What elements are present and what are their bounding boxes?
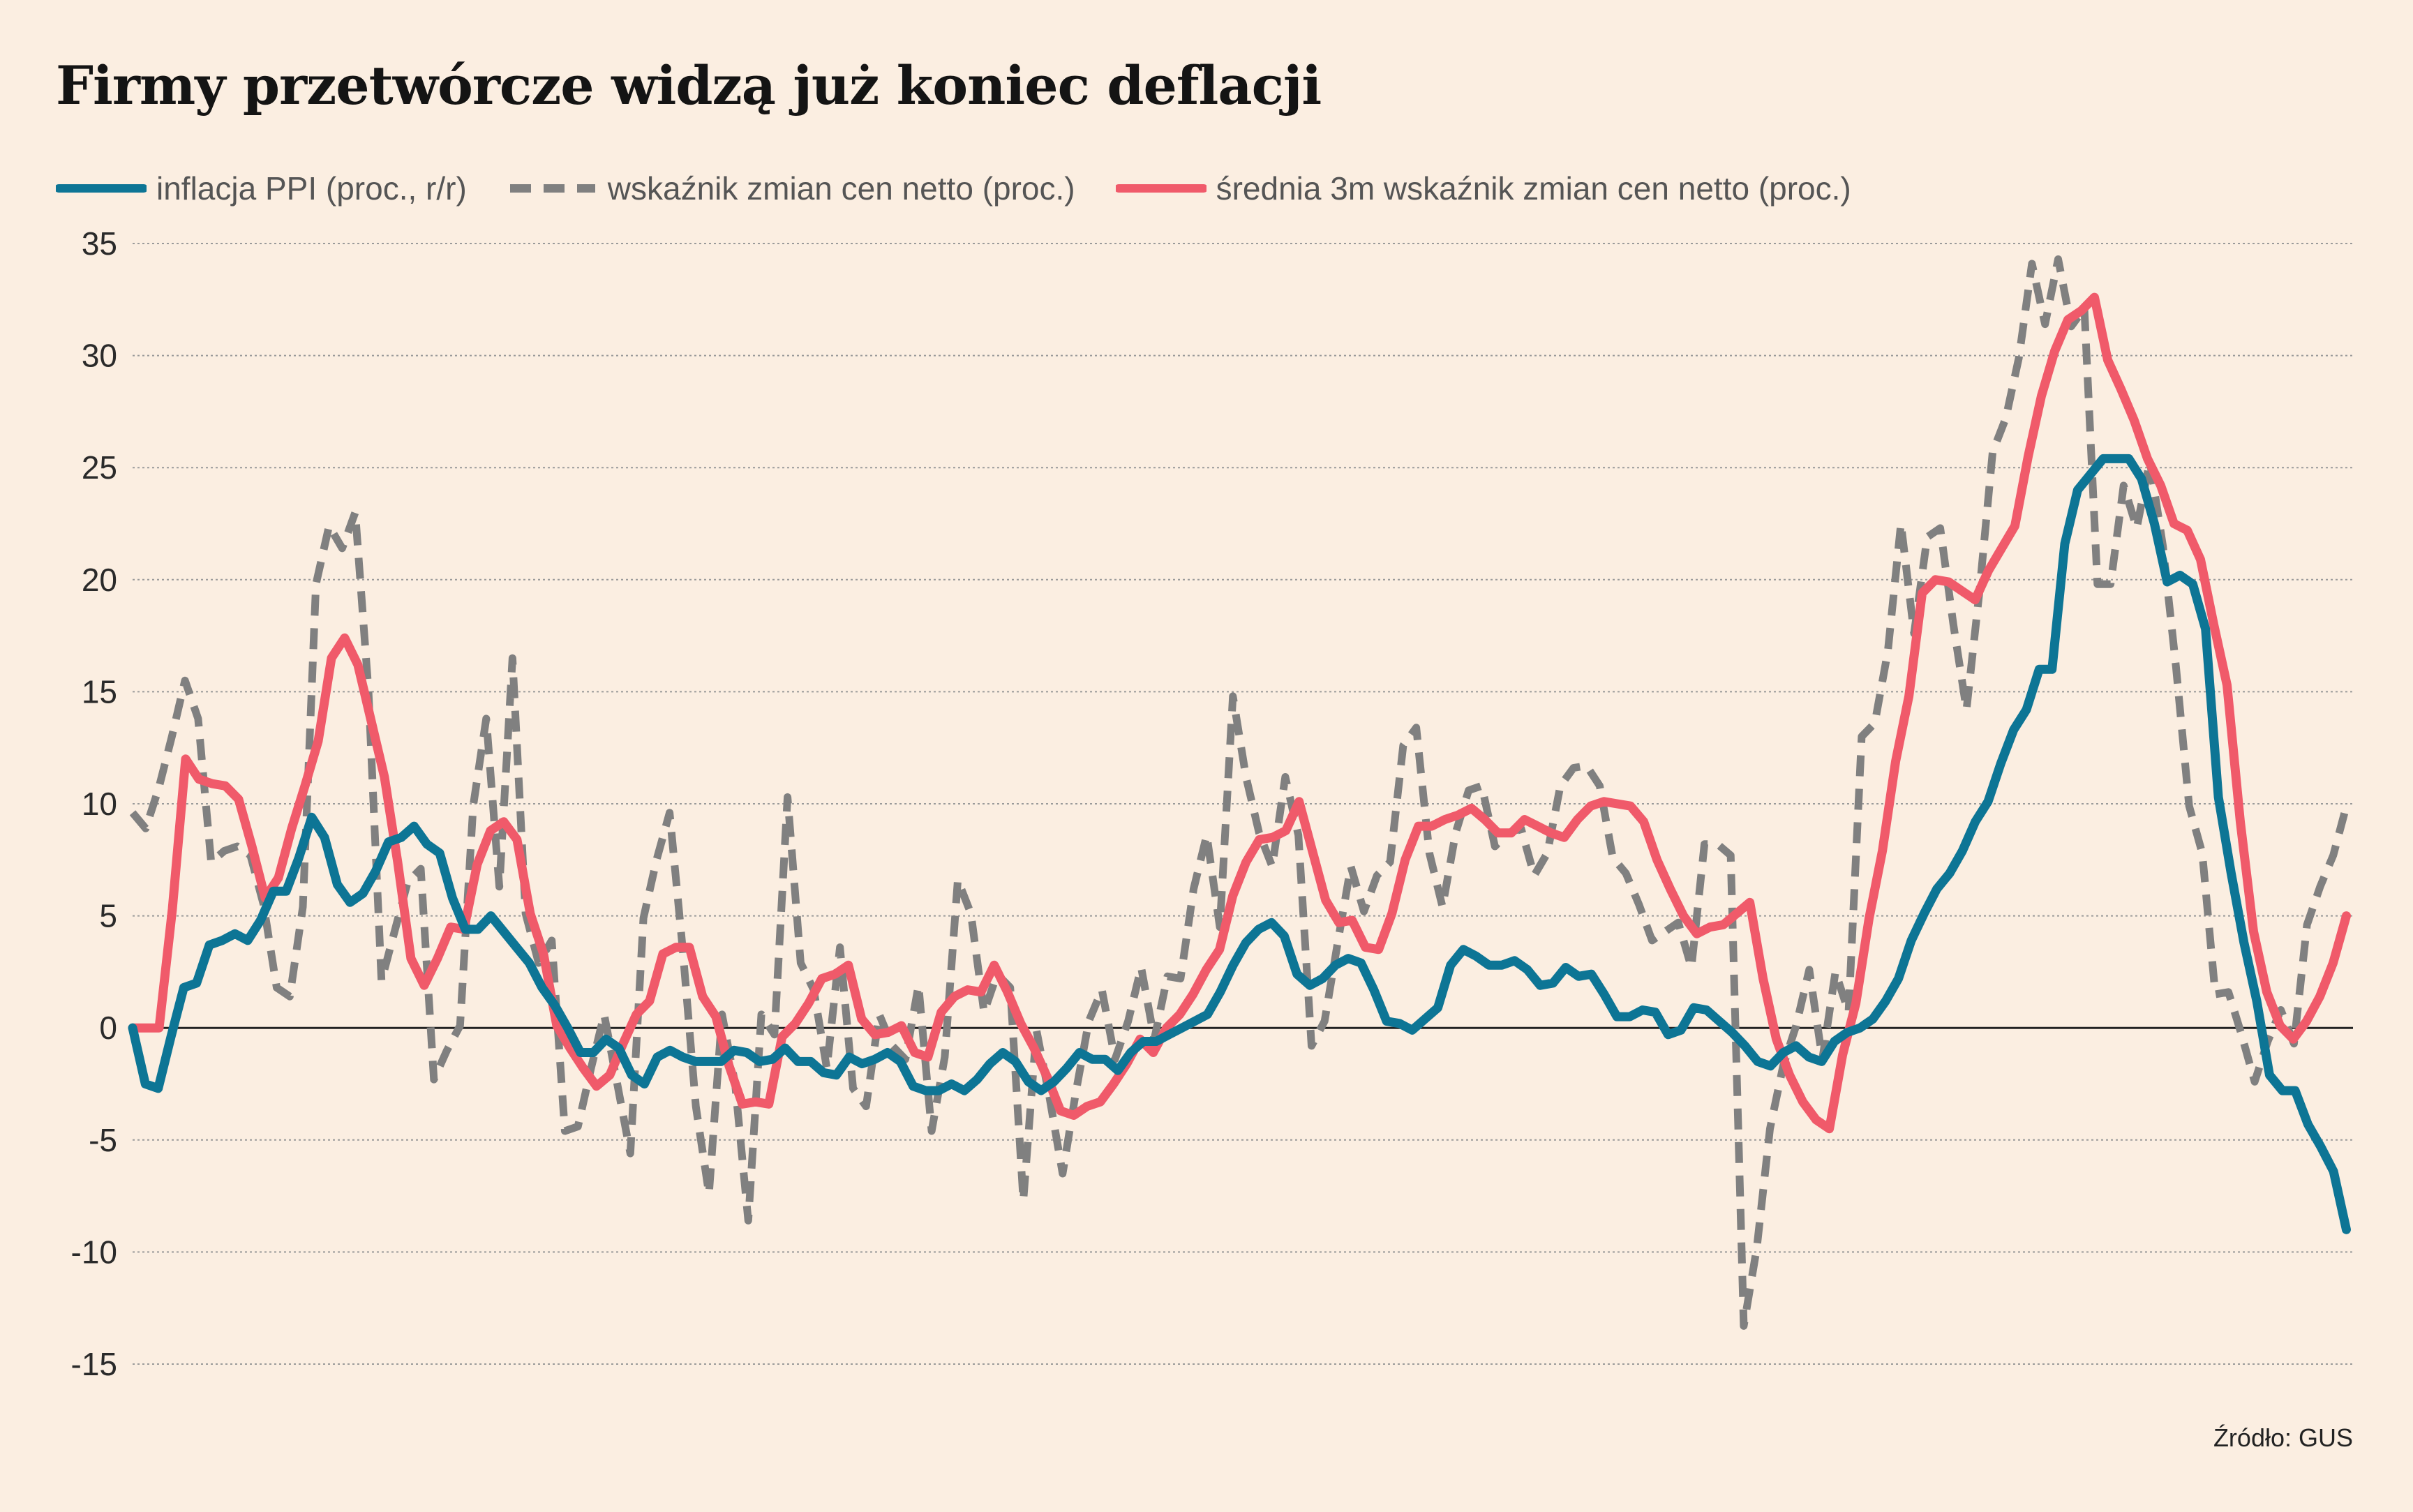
- legend: inflacja PPI (proc., r/r) wskaźnik zmian…: [56, 164, 1892, 213]
- legend-label-ppi: inflacja PPI (proc., r/r): [156, 170, 467, 207]
- grid-lines: [133, 243, 2353, 1365]
- series-line-net: [129, 255, 2350, 1330]
- y-tick-label: 35: [82, 225, 117, 262]
- chart-title: Firmy przetwórcze widzą już koniec defla…: [56, 54, 1322, 117]
- source-note: Źródło: GUS: [2213, 1423, 2353, 1452]
- legend-item-net: wskaźnik zmian cen netto (proc.): [507, 170, 1075, 207]
- y-tick-label: -10: [71, 1234, 117, 1270]
- y-axis-ticks: 35 30 25 20 15 10 5 0 -5 -10 -15: [71, 225, 117, 1382]
- legend-swatch-ppi: [56, 180, 147, 197]
- legend-label-net: wskaźnik zmian cen netto (proc.): [607, 170, 1075, 207]
- y-tick-label: 10: [82, 786, 117, 822]
- legend-item-ppi: inflacja PPI (proc., r/r): [56, 170, 467, 207]
- series-line-avg: [128, 292, 2351, 1134]
- y-tick-label: 30: [82, 338, 117, 374]
- y-tick-label: 15: [82, 673, 117, 710]
- legend-swatch-avg: [1115, 180, 1206, 197]
- legend-label-avg: średnia 3m wskaźnik zmian cen netto (pro…: [1216, 170, 1851, 207]
- y-tick-label: -15: [71, 1346, 117, 1382]
- y-tick-label: 5: [99, 898, 117, 934]
- legend-swatch-net: [507, 180, 598, 197]
- legend-item-avg: średnia 3m wskaźnik zmian cen netto (pro…: [1115, 170, 1851, 207]
- y-tick-label: 25: [82, 449, 117, 486]
- y-tick-label: -5: [89, 1122, 117, 1158]
- series-lines: [128, 255, 2351, 1330]
- series-line-ppi: [128, 454, 2351, 1234]
- y-tick-label: 0: [99, 1010, 117, 1046]
- y-tick-label: 20: [82, 562, 117, 598]
